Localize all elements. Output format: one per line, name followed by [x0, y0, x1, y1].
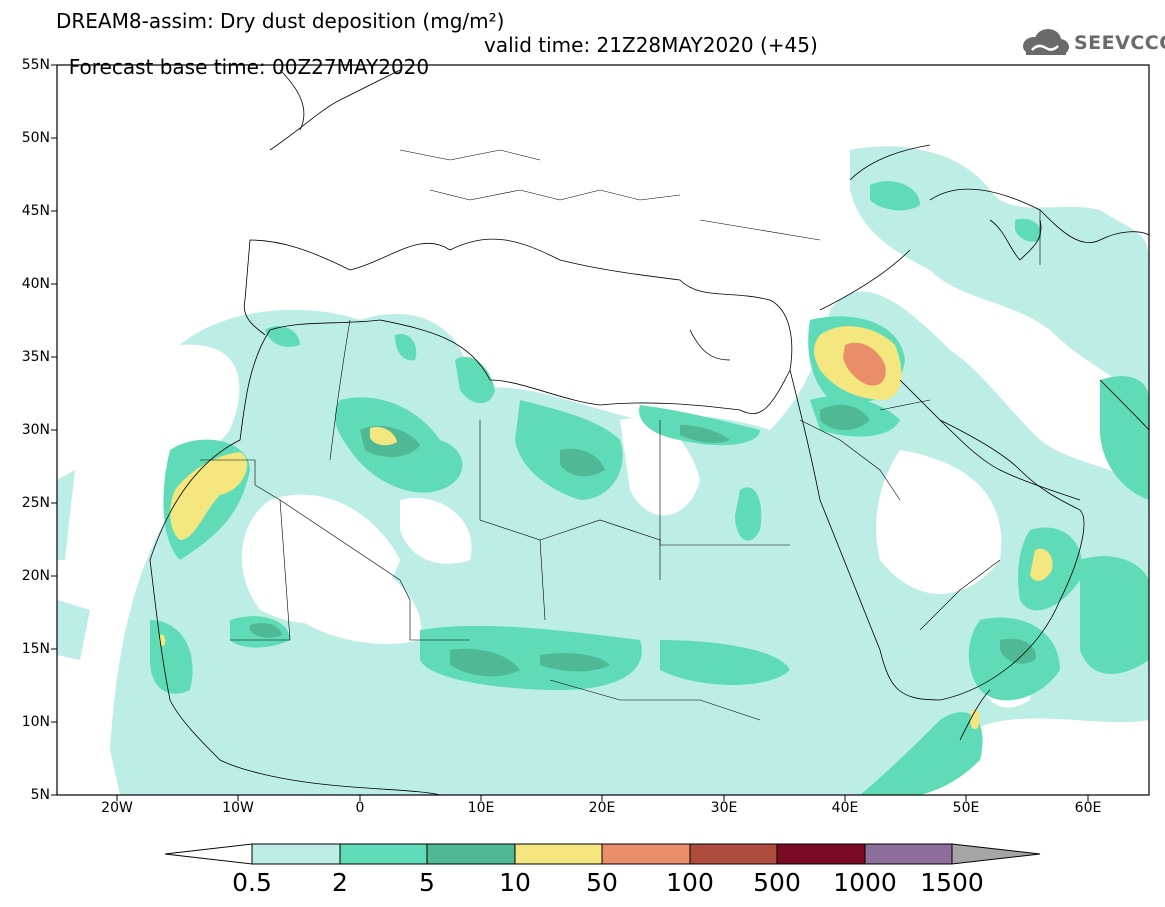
- cloud-icon: [1023, 29, 1069, 55]
- lon-label-60e: 60E: [1074, 800, 1102, 816]
- logo-text: SEEVCCC: [1074, 32, 1165, 54]
- seevccc-logo: SEEVCCC: [1018, 28, 1165, 58]
- base-time-text: Forecast base time: 00Z27MAY2020: [68, 55, 430, 79]
- colorbar-label-1000: 1000: [833, 868, 897, 897]
- colorbar-bin-100: [689, 843, 778, 865]
- lat-label-50n: 50N: [21, 130, 50, 146]
- colorbar-bin-0-5: [251, 843, 341, 865]
- colorbar-label-1500: 1500: [920, 868, 984, 897]
- lat-label-25n: 25N: [21, 495, 50, 511]
- lon-label-20w: 20W: [101, 800, 133, 816]
- colorbar-label-2: 2: [332, 868, 348, 897]
- lat-label-35n: 35N: [21, 349, 50, 365]
- colorbar-under-triangle: [164, 843, 253, 865]
- lat-label-10n: 10N: [21, 714, 50, 730]
- colorbar-bin-1000: [864, 843, 953, 865]
- colorbar-label-10: 10: [499, 868, 531, 897]
- lat-label-30n: 30N: [21, 422, 50, 438]
- lon-label-0: 0: [355, 800, 365, 816]
- lon-label-50e: 50E: [952, 800, 980, 816]
- colorbar-bin-50: [601, 843, 691, 865]
- colorbar-label-500: 500: [753, 868, 801, 897]
- forecast-base-time: Forecast base time: 00Z27MAY2020 valid t…: [56, 34, 818, 100]
- coastlines: [149, 69, 1149, 795]
- lat-label-45n: 45N: [21, 203, 50, 219]
- lon-label-10e: 10E: [467, 800, 495, 816]
- lon-label-30e: 30E: [710, 800, 738, 816]
- country-borders: [200, 149, 1041, 721]
- lon-label-20e: 20E: [588, 800, 616, 816]
- lat-label-40n: 40N: [21, 276, 50, 292]
- colorbar-bin-10: [514, 843, 603, 865]
- lon-label-40e: 40E: [831, 800, 859, 816]
- colorbar-bin-500: [776, 843, 866, 865]
- axis-ticks: [51, 64, 1089, 801]
- lat-label-5n: 5N: [30, 787, 50, 803]
- valid-time-text: valid time: 21Z28MAY2020 (+45): [484, 33, 818, 57]
- lat-label-20n: 20N: [21, 568, 50, 584]
- colorbar: [164, 843, 1041, 865]
- lat-label-15n: 15N: [21, 641, 50, 657]
- dust-field: [57, 146, 1149, 795]
- lon-label-10w: 10W: [222, 800, 254, 816]
- colorbar-label-50: 50: [586, 868, 618, 897]
- colorbar-label-5: 5: [419, 868, 435, 897]
- colorbar-bin-5: [426, 843, 516, 865]
- colorbar-over-triangle: [951, 843, 1041, 865]
- map-title: DREAM8-assim: Dry dust deposition (mg/m²…: [56, 9, 505, 33]
- colorbar-bin-2: [339, 843, 428, 865]
- lat-label-55n: 55N: [21, 57, 50, 73]
- colorbar-label-0-5: 0.5: [232, 868, 272, 897]
- colorbar-label-100: 100: [666, 868, 714, 897]
- dust-level-50: [843, 342, 886, 386]
